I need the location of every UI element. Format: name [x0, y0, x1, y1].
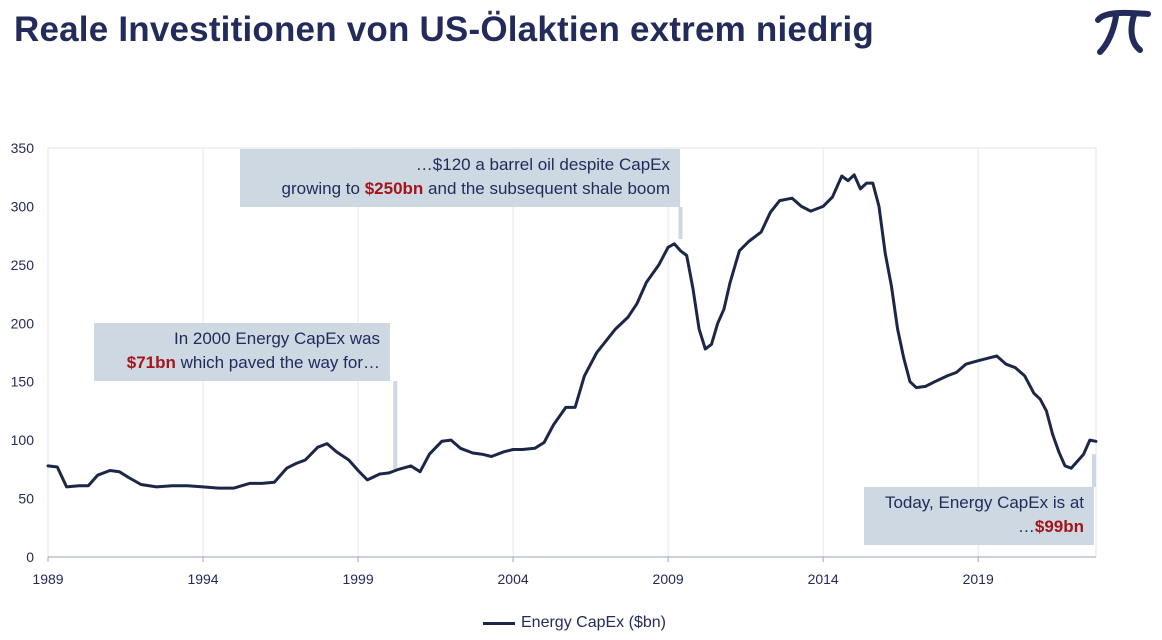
- x-tick-label: 2004: [498, 571, 529, 587]
- callout-2009-pre: growing to: [281, 179, 365, 198]
- y-tick-label: 150: [11, 374, 35, 390]
- callout-today: Today, Energy CapEx is at …$99bn: [864, 487, 1094, 545]
- callout-today-line1: Today, Energy CapEx is at: [884, 493, 1084, 512]
- legend-label: Energy CapEx ($bn): [521, 614, 666, 631]
- chart-title: Reale Investitionen von US-Ölaktien extr…: [14, 10, 874, 49]
- callout-2009-rest: and the subsequent shale boom: [423, 179, 670, 198]
- x-tick-label: 2019: [963, 571, 994, 587]
- x-tick-label: 2014: [808, 571, 839, 587]
- x-tick-label: 1999: [342, 571, 373, 587]
- y-tick-label: 350: [11, 140, 35, 156]
- callout-today-value: $99bn: [1034, 517, 1084, 536]
- x-tick-label: 1994: [187, 571, 218, 587]
- y-tick-label: 0: [26, 549, 34, 565]
- callout-2009-line1: …$120 a barrel oil despite CapEx: [415, 155, 670, 174]
- x-tick-label: 2009: [653, 571, 684, 587]
- callout-2000-value: $71bn: [126, 353, 176, 372]
- y-tick-label: 300: [11, 198, 35, 214]
- callout-2009: …$120 a barrel oil despite CapEx growing…: [240, 149, 680, 207]
- callout-today-pre: …: [1017, 517, 1035, 536]
- callout-2000: In 2000 Energy CapEx was $71bn which pav…: [94, 323, 390, 381]
- chart-legend: Energy CapEx ($bn): [483, 612, 666, 634]
- pi-logo-icon: [1095, 9, 1151, 55]
- y-tick-label: 200: [11, 315, 35, 331]
- series-line-energy-capex: [46, 173, 1098, 490]
- y-tick-label: 100: [11, 432, 35, 448]
- x-tick-label: 1989: [32, 571, 63, 587]
- y-tick-label: 250: [11, 257, 35, 273]
- line-chart: 1989 1994 1999 2004 2009 2014 2019 0 50 100 150 200…: [11, 140, 1098, 587]
- callout-2000-rest: which paved the way for…: [175, 353, 380, 372]
- y-tick-label: 50: [18, 491, 34, 507]
- callout-2000-line1: In 2000 Energy CapEx was: [173, 329, 380, 348]
- legend-line-swatch: [483, 621, 515, 625]
- callout-2009-value: $250bn: [364, 179, 424, 198]
